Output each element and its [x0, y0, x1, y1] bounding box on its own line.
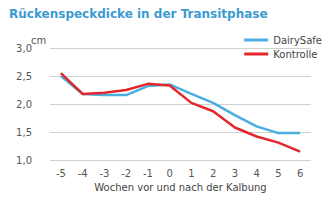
- svg-text:2: 2: [210, 168, 216, 179]
- svg-text:3: 3: [232, 168, 238, 179]
- svg-text:1: 1: [188, 168, 194, 179]
- svg-text:-2: -2: [121, 168, 131, 179]
- svg-text:cm: cm: [31, 35, 46, 46]
- svg-text:6: 6: [297, 168, 303, 179]
- svg-text:Wochen vor und nach der Kalbun: Wochen vor und nach der Kalbung: [94, 182, 266, 193]
- svg-text:-5: -5: [56, 168, 66, 179]
- svg-text:1,5: 1,5: [16, 127, 32, 138]
- svg-text:-1: -1: [143, 168, 153, 179]
- svg-text:Kontrolle: Kontrolle: [273, 49, 317, 60]
- svg-text:4: 4: [253, 168, 259, 179]
- svg-text:DairySafe: DairySafe: [273, 35, 322, 46]
- svg-text:-3: -3: [99, 168, 109, 179]
- svg-text:-4: -4: [78, 168, 88, 179]
- svg-text:Rückenspeckdicke in der Transi: Rückenspeckdicke in der Transitphase: [9, 7, 268, 21]
- svg-text:2,0: 2,0: [16, 99, 32, 110]
- svg-text:0: 0: [166, 168, 172, 179]
- svg-text:1,0: 1,0: [16, 155, 32, 166]
- svg-text:2,5: 2,5: [16, 71, 32, 82]
- svg-text:3,0: 3,0: [16, 43, 32, 54]
- svg-text:5: 5: [275, 168, 281, 179]
